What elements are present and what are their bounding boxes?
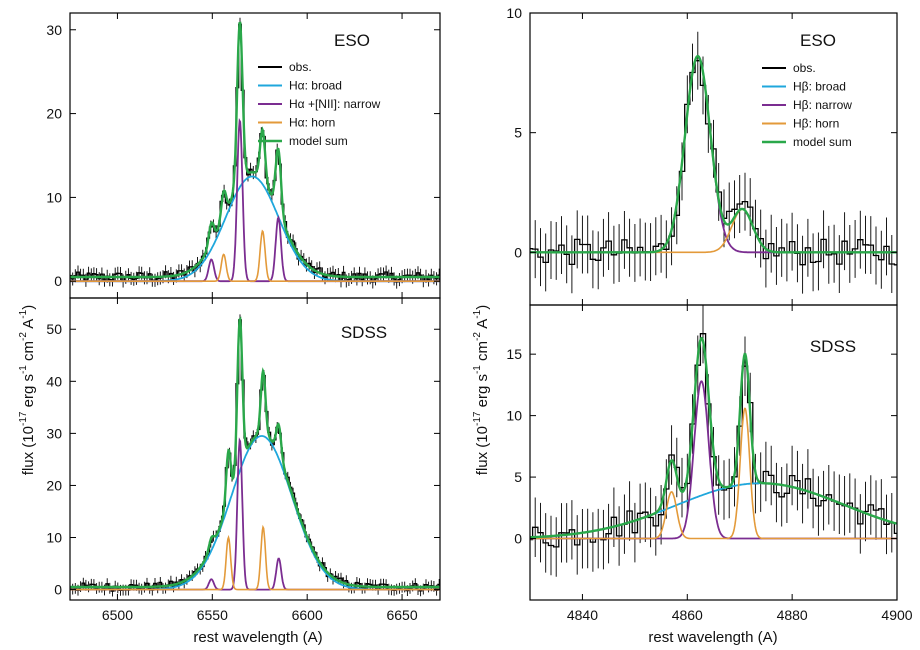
plot-area — [70, 17, 440, 289]
horn-series — [70, 524, 440, 591]
y-tick-label: 0 — [514, 531, 522, 547]
panel-frame — [69, 12, 441, 299]
left-ylabel-rest: erg s — [20, 374, 37, 412]
y-tick-label: 5 — [514, 469, 522, 485]
svg-text:flux (10-17 erg s-1 cm-2 A-1): flux (10-17 erg s-1 cm-2 A-1) — [472, 305, 491, 475]
legend-entry: obs. — [793, 61, 816, 75]
y-tick-label: 20 — [46, 477, 62, 493]
legend-entry: obs. — [289, 60, 312, 74]
left-xlabel: rest wavelength (A) — [193, 629, 322, 646]
y-tick-label: 30 — [46, 425, 62, 441]
obs-errorbars — [70, 17, 440, 289]
legend-entry: Hβ: narrow — [793, 98, 852, 112]
left-ylabel-rest2: cm — [20, 341, 37, 365]
y-tick-label: 10 — [46, 530, 62, 546]
panel-hb-eso: 0 5 10 ESO obs. Hβ: broad Hβ: narrow Hβ: horn mo… — [506, 5, 898, 306]
right-ylabel-rest: erg s — [474, 374, 491, 412]
left-ylabel-close: ) — [20, 305, 37, 310]
right-ylabel-main: flux (10 — [474, 426, 491, 475]
right-ylabel-exp2: -1 — [472, 365, 483, 374]
right-xlabel: rest wavelength (A) — [648, 629, 777, 646]
obs-series — [530, 60, 897, 266]
x-tick-label: 6650 — [386, 607, 417, 623]
x-tick-label: 6600 — [292, 607, 323, 623]
left-ylabel-exp: -17 — [18, 411, 29, 426]
left-ylabel-exp2: -1 — [18, 365, 29, 374]
horn-series — [70, 229, 440, 282]
model-series — [530, 54, 897, 254]
broad-series — [70, 175, 440, 283]
obs-errorbars — [70, 314, 440, 597]
y-tick-label: 50 — [46, 321, 62, 337]
panel-ha-sdss: 6500 6550 6600 6650 0 10 20 30 40 50 SDSS — [46, 297, 441, 623]
legend-entry: Hα +[NII]: narrow — [289, 97, 381, 111]
legend-entry: model sum — [289, 134, 348, 148]
model-series — [70, 316, 440, 589]
panel-label: ESO — [334, 31, 370, 50]
y-tick-label: 0 — [54, 582, 62, 598]
y-tick-label: 15 — [506, 346, 522, 362]
horn-series — [530, 407, 897, 540]
left-ylabel: flux (10-17 erg s-1 cm-2 A-1) — [18, 305, 37, 475]
panel-label: SDSS — [810, 337, 856, 356]
y-tick-label: 5 — [514, 125, 522, 141]
legend-entry: Hβ: horn — [793, 117, 839, 131]
right-ylabel-close: ) — [474, 305, 491, 310]
x-tick-label: 6500 — [102, 607, 133, 623]
left-ylabel-exp3: -2 — [18, 332, 29, 341]
panel-hb-sdss: 4840 4860 4880 4900 0 5 10 15 SDSS — [506, 304, 913, 623]
right-ylabel: flux (10-17 erg s-1 cm-2 A-1) — [472, 305, 491, 475]
right-ylabel-exp4: -1 — [472, 309, 483, 318]
plot-area — [530, 31, 897, 294]
svg-text:flux (10-17 erg s-1 cm-2 A-1): flux (10-17 erg s-1 cm-2 A-1) — [18, 305, 37, 475]
legend-entry: Hα: broad — [289, 79, 342, 93]
broad-series — [70, 435, 440, 591]
left-ylabel-main: flux (10 — [20, 426, 37, 475]
panel-label: SDSS — [341, 323, 387, 342]
obs-series — [70, 23, 440, 283]
x-tick-label: 4840 — [567, 607, 598, 623]
left-ylabel-rest3: A — [20, 319, 37, 332]
right-ylabel-rest2: cm — [474, 341, 491, 365]
panel-label: ESO — [800, 31, 836, 50]
y-tick-label: 10 — [506, 5, 522, 21]
panels: 0 10 20 30 ESO obs. Hα: broad Hα +[NII]: narrow… — [46, 5, 912, 623]
y-tick-label: 0 — [54, 273, 62, 289]
x-tick-label: 4880 — [777, 607, 808, 623]
panel-frame — [529, 304, 898, 601]
x-tick-label: 4900 — [881, 607, 912, 623]
legend-entry: model sum — [793, 135, 852, 149]
plot-area — [530, 305, 897, 577]
narrow-series — [70, 437, 440, 591]
model-series — [530, 337, 897, 539]
y-tick-label: 10 — [46, 189, 62, 205]
y-tick-label: 0 — [514, 244, 522, 260]
obs-series — [70, 319, 440, 592]
legend-entry: Hα: horn — [289, 116, 335, 130]
y-tick-label: 30 — [46, 22, 62, 38]
panel-ha-eso: 0 10 20 30 ESO obs. Hα: broad Hα +[NII]: narrow… — [46, 12, 441, 299]
y-tick-label: 20 — [46, 106, 62, 122]
y-tick-label: 40 — [46, 373, 62, 389]
right-ylabel-rest3: A — [474, 319, 491, 332]
y-tick-label: 10 — [506, 408, 522, 424]
right-ylabel-exp: -17 — [472, 411, 483, 426]
x-tick-label: 6550 — [197, 607, 228, 623]
x-tick-label: 4860 — [672, 607, 703, 623]
left-ylabel-exp4: -1 — [18, 309, 29, 318]
right-ylabel-exp3: -2 — [472, 332, 483, 341]
model-series — [70, 21, 440, 279]
panel-frame — [69, 297, 441, 601]
narrow-series — [70, 118, 440, 283]
plot-area — [70, 314, 440, 597]
legend-entry: Hβ: broad — [793, 80, 846, 94]
